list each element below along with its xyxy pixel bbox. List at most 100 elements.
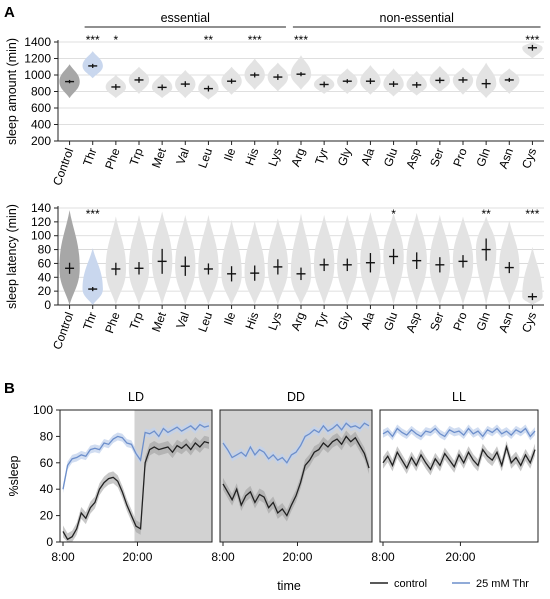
x-tick-label: Gln bbox=[473, 146, 493, 168]
x-tick-label: 20:00 bbox=[282, 550, 312, 564]
panel-letter-b: B bbox=[4, 380, 15, 397]
significance-label: *** bbox=[248, 33, 262, 47]
y-tick-label: 40 bbox=[38, 270, 52, 284]
x-tick-label: Tyr bbox=[312, 310, 331, 330]
y-tick-label: 60 bbox=[40, 456, 54, 470]
sem-band bbox=[383, 424, 535, 441]
significance-label: * bbox=[391, 207, 396, 221]
x-tick-label: Pro bbox=[450, 310, 470, 333]
violin bbox=[105, 216, 127, 305]
x-tick-label: His bbox=[242, 146, 261, 167]
x-tick-label: Val bbox=[173, 310, 192, 330]
legend-label-control: control bbox=[394, 578, 427, 590]
y-tick-label: 20 bbox=[40, 509, 54, 523]
x-tick-label: Leu bbox=[195, 310, 215, 334]
significance-label: *** bbox=[525, 207, 539, 221]
y-tick-label: 1400 bbox=[24, 35, 51, 49]
significance-label: * bbox=[114, 33, 119, 47]
x-tick-label: Asn bbox=[496, 146, 516, 170]
x-tick-label: Asp bbox=[403, 310, 423, 335]
y-tick-label: 800 bbox=[31, 85, 51, 99]
x-tick-label: 8:00 bbox=[211, 550, 235, 564]
x-tick-label: Gly bbox=[335, 310, 354, 332]
x-tick-label: 8:00 bbox=[371, 550, 395, 564]
group-label: essential bbox=[161, 11, 210, 25]
panel-title: DD bbox=[287, 390, 305, 404]
series-line bbox=[222, 435, 370, 517]
y-tick-label: 400 bbox=[31, 118, 51, 132]
y-tick-label: 100 bbox=[31, 229, 51, 243]
panel-frame bbox=[219, 409, 373, 543]
x-tick-label: Met bbox=[149, 146, 169, 170]
x-tick-label: 20:00 bbox=[122, 550, 152, 564]
y-axis-label: %sleep bbox=[7, 455, 21, 496]
x-tick-label: Arg bbox=[288, 146, 308, 168]
x-tick-label: 20:00 bbox=[445, 550, 475, 564]
x-tick-label: Cys bbox=[519, 310, 539, 334]
x-tick-label: Ser bbox=[427, 146, 447, 168]
x-tick-label: Glu bbox=[381, 146, 401, 168]
violin bbox=[290, 213, 312, 305]
x-tick-label: Ile bbox=[221, 310, 239, 327]
x-tick-label: Ala bbox=[358, 310, 377, 331]
x-tick-label: Gln bbox=[473, 310, 493, 332]
sleep-amount-chart: 200 400 600 800 1000 1200 1400 sleep amount (mi… bbox=[5, 11, 544, 187]
x-tick-label: Gly bbox=[335, 146, 354, 168]
x-axis-label: time bbox=[277, 579, 301, 593]
violin bbox=[128, 214, 150, 305]
sem-band bbox=[63, 435, 209, 542]
x-tick-label: Ile bbox=[221, 146, 239, 163]
panel-frame bbox=[379, 409, 539, 543]
y-tick-label: 100 bbox=[33, 403, 53, 417]
y-axis-label: sleep latency (min) bbox=[5, 204, 19, 309]
y-tick-label: 200 bbox=[31, 134, 51, 148]
sem-band bbox=[63, 420, 209, 494]
y-tick-label: 80 bbox=[40, 429, 54, 443]
violin bbox=[82, 248, 103, 305]
x-tick-label: Control bbox=[50, 146, 76, 187]
x-tick-label: Asn bbox=[496, 310, 516, 334]
x-tick-label: Trp bbox=[127, 146, 146, 168]
x-tick-label: Pro bbox=[450, 146, 470, 169]
y-tick-label: 20 bbox=[38, 284, 52, 298]
series-line bbox=[382, 444, 536, 471]
violin bbox=[198, 214, 219, 305]
x-tick-label: Glu bbox=[381, 310, 401, 332]
y-tick-label: 0 bbox=[44, 298, 51, 312]
x-tick-label: Ala bbox=[358, 146, 377, 167]
sem-band bbox=[223, 419, 369, 467]
significance-label: *** bbox=[525, 33, 539, 47]
x-tick-label: Thr bbox=[80, 310, 99, 332]
x-tick-label: Tyr bbox=[312, 146, 331, 166]
panel-title: LD bbox=[128, 390, 144, 404]
violin bbox=[221, 219, 242, 305]
y-tick-label: 60 bbox=[38, 256, 52, 270]
x-tick-label: Ser bbox=[427, 310, 447, 332]
series-line bbox=[62, 440, 210, 541]
y-tick-label: 1000 bbox=[24, 68, 51, 82]
significance-label: *** bbox=[86, 207, 100, 221]
panel-title: LL bbox=[452, 390, 466, 404]
x-tick-label: Arg bbox=[288, 310, 308, 332]
x-tick-label: Thr bbox=[80, 146, 99, 168]
x-tick-label: Asp bbox=[403, 146, 423, 171]
significance-label: *** bbox=[86, 33, 100, 47]
x-tick-label: 8:00 bbox=[51, 550, 75, 564]
x-tick-label: Val bbox=[173, 146, 192, 166]
series-line bbox=[222, 422, 370, 464]
panel-frame bbox=[59, 409, 213, 543]
series-line bbox=[382, 427, 536, 438]
y-tick-label: 80 bbox=[38, 243, 52, 257]
legend-label-thr: 25 mM Thr bbox=[476, 578, 529, 590]
x-tick-label: Lys bbox=[265, 310, 284, 332]
y-tick-label: 0 bbox=[46, 535, 53, 549]
x-tick-label: Phe bbox=[102, 146, 123, 171]
group-label: non-essential bbox=[380, 11, 454, 25]
dark-period-shading bbox=[220, 410, 372, 542]
significance-label: ** bbox=[481, 207, 491, 221]
y-axis-label: sleep amount (min) bbox=[5, 38, 19, 145]
y-tick-label: 40 bbox=[40, 482, 54, 496]
sleep-timecourse-chart: 0 20 40 60 80 100 %sleep LD 8:00 20:00 DD 8:00 20:00… bbox=[7, 390, 539, 593]
